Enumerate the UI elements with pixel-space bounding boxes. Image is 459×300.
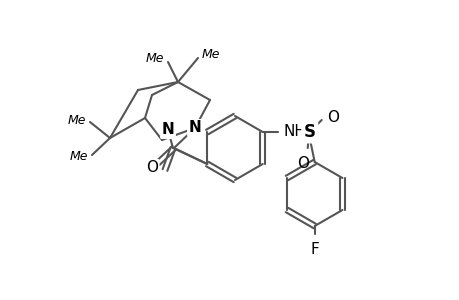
Text: N: N — [161, 122, 174, 137]
Text: Me: Me — [202, 47, 220, 61]
Text: Me: Me — [67, 113, 86, 127]
Text: O: O — [296, 156, 308, 171]
Text: NH: NH — [283, 124, 306, 140]
Text: F: F — [310, 242, 319, 257]
Text: N: N — [188, 121, 201, 136]
Text: O: O — [326, 110, 338, 125]
Text: Me: Me — [69, 151, 88, 164]
Text: S: S — [303, 123, 315, 141]
Text: O: O — [146, 160, 157, 175]
Text: Me: Me — [145, 52, 164, 64]
